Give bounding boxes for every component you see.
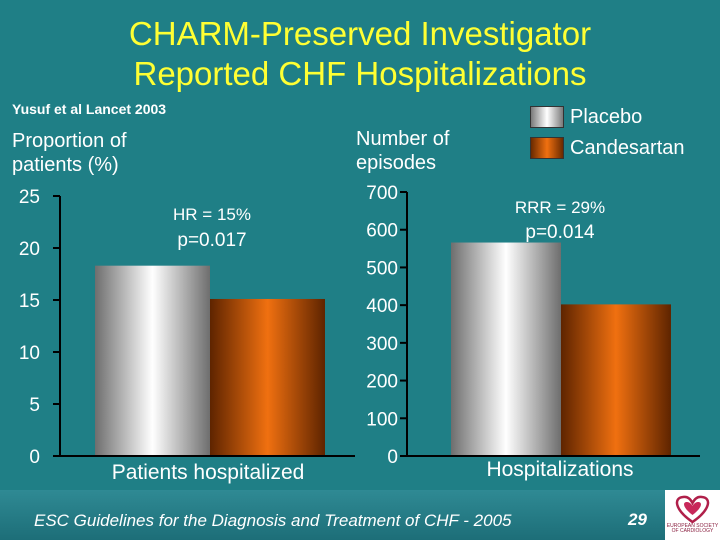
right-ytick-label: 700 xyxy=(366,183,398,204)
right-ytick-label: 0 xyxy=(387,447,398,468)
title-line-1: CHARM-Preserved Investigator xyxy=(128,15,592,52)
right-chart-ylabel: Number of episodes xyxy=(356,127,449,175)
left-ytick-label: 20 xyxy=(19,239,40,260)
right-xlabel: Hospitalizations xyxy=(486,458,633,481)
left-ytick-label: 10 xyxy=(19,343,40,364)
esc-logo: EUROPEAN SOCIETY OF CARDIOLOGY xyxy=(665,490,720,540)
legend-label-placebo: Placebo xyxy=(570,106,643,128)
logo-text: EUROPEAN SOCIETY OF CARDIOLOGY xyxy=(666,523,719,534)
left-annotation: p=0.017 xyxy=(177,230,246,251)
left-ylabel-line-1: Proportion of xyxy=(12,130,127,152)
left-bar-candesartan xyxy=(210,298,325,456)
right-ytick-label: 500 xyxy=(366,258,398,279)
left-xlabel: Patients hospitalized xyxy=(112,461,305,484)
right-ytick-label: 400 xyxy=(366,296,398,317)
right-ylabel-line-2: episodes xyxy=(356,152,437,174)
left-ytick-label: 5 xyxy=(29,395,40,416)
right-ylabel-line-1: Number of xyxy=(356,128,450,150)
left-annotation: HR = 15% xyxy=(173,205,251,224)
legend-label-candesartan: Candesartan xyxy=(570,137,685,159)
left-ytick-label: 25 xyxy=(19,187,40,208)
left-bar-placebo xyxy=(95,265,210,456)
candesartan-swatch xyxy=(530,137,564,159)
right-ytick-label: 100 xyxy=(366,409,398,430)
right-bar-placebo xyxy=(451,242,561,456)
right-chart: 0 100 200 300 400 500 600 700 Hospitalizations RR… xyxy=(366,183,700,481)
placebo-swatch xyxy=(530,106,564,128)
citation: Yusuf et al Lancet 2003 xyxy=(12,101,167,117)
footer-text: ESC Guidelines for the Diagnosis and Tre… xyxy=(34,511,512,530)
right-ytick-label: 300 xyxy=(366,334,398,355)
title-line-2: Reported CHF Hospitalizations xyxy=(133,55,587,92)
left-ylabel-line-2: patients (%) xyxy=(12,154,119,176)
heart-icon xyxy=(675,495,710,524)
right-annotation: RRR = 29% xyxy=(515,198,605,217)
left-chart: 0 5 10 15 20 25 Patients hospitalized HR = 15% p… xyxy=(19,187,355,484)
right-bar-candesartan xyxy=(561,304,671,456)
page-number: 29 xyxy=(628,510,647,529)
right-annotation: p=0.014 xyxy=(525,222,595,243)
left-chart-ylabel: Proportion of patients (%) xyxy=(12,129,127,177)
slide-title: CHARM-Preserved Investigator Reported CH… xyxy=(0,14,720,94)
left-ytick-label: 0 xyxy=(29,447,40,468)
left-ytick-label: 15 xyxy=(19,291,40,312)
footer-bar xyxy=(0,490,665,540)
right-ytick-label: 200 xyxy=(366,372,398,393)
right-ytick-label: 600 xyxy=(366,221,398,242)
